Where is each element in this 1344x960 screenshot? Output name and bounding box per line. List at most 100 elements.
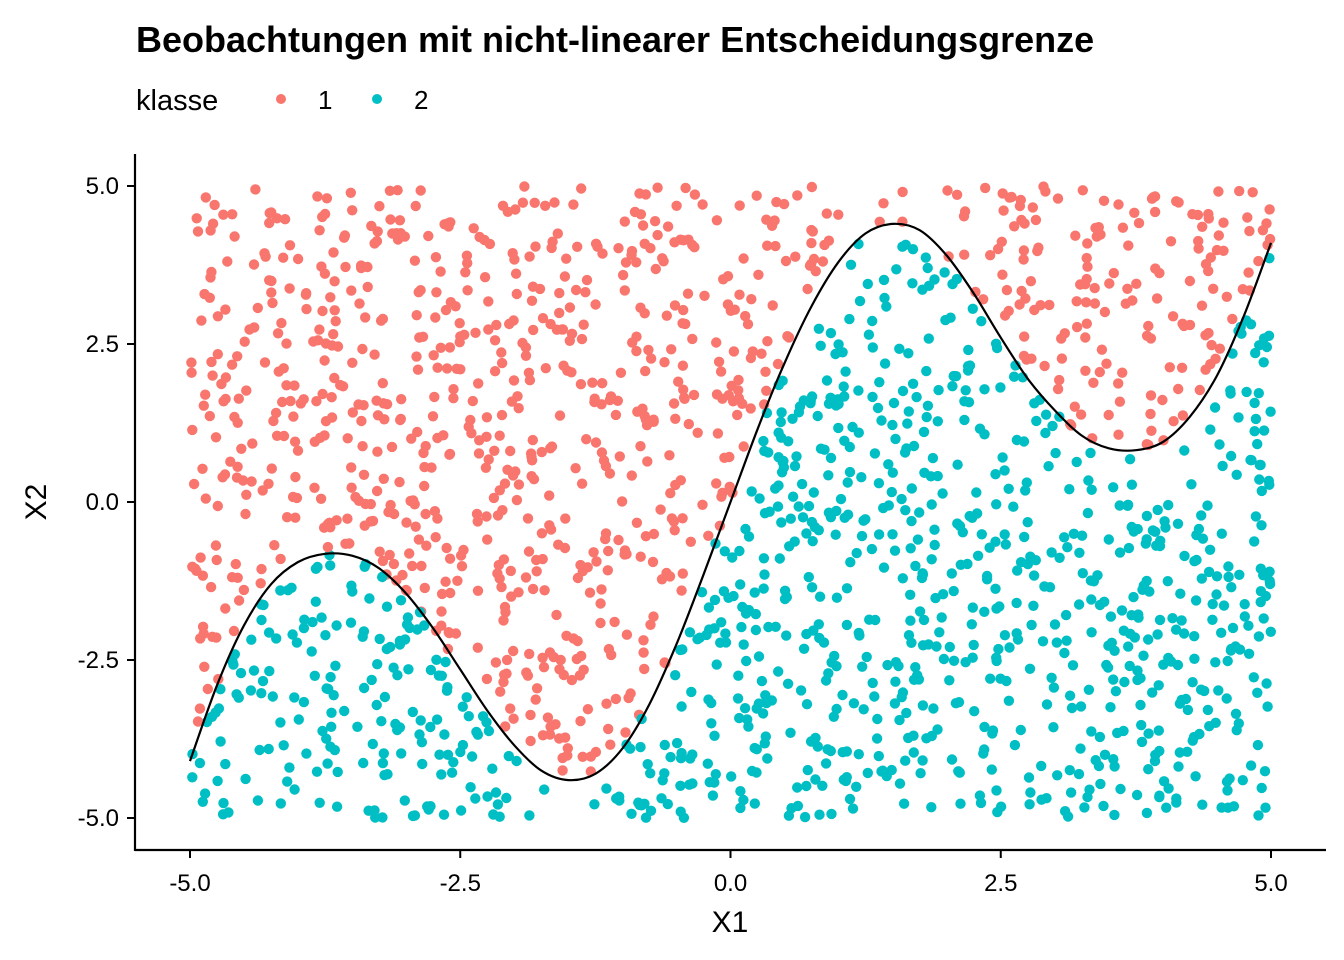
point-class-1 — [222, 256, 233, 267]
point-class-2 — [967, 602, 978, 613]
point-class-1 — [278, 363, 289, 374]
point-class-2 — [873, 529, 885, 540]
point-class-2 — [1239, 611, 1251, 622]
point-class-2 — [1126, 610, 1137, 621]
point-class-2 — [915, 768, 926, 779]
point-class-2 — [378, 748, 389, 759]
point-class-1 — [384, 549, 395, 561]
point-class-2 — [734, 545, 745, 557]
point-class-2 — [1176, 615, 1187, 626]
point-class-1 — [560, 732, 571, 743]
point-class-2 — [1224, 773, 1235, 784]
point-class-2 — [881, 301, 892, 312]
point-class-2 — [848, 698, 860, 709]
point-class-2 — [819, 444, 830, 455]
point-class-1 — [210, 540, 222, 551]
point-class-1 — [539, 585, 550, 596]
point-class-1 — [1192, 209, 1204, 221]
point-class-1 — [278, 252, 289, 263]
point-class-1 — [669, 525, 680, 536]
point-class-1 — [680, 182, 691, 194]
point-class-2 — [1249, 426, 1260, 437]
point-class-2 — [1214, 439, 1225, 450]
point-class-2 — [1243, 620, 1254, 631]
point-class-1 — [703, 530, 714, 541]
point-class-2 — [944, 641, 955, 653]
point-class-2 — [331, 620, 342, 631]
point-class-1 — [186, 357, 197, 368]
point-class-2 — [425, 721, 436, 733]
point-class-2 — [1004, 642, 1015, 653]
point-class-2 — [213, 703, 225, 714]
point-class-1 — [353, 399, 364, 410]
point-class-1 — [1214, 343, 1226, 354]
point-class-2 — [776, 407, 787, 418]
point-class-1 — [218, 396, 229, 407]
point-class-2 — [1202, 500, 1213, 511]
point-class-2 — [1258, 357, 1269, 368]
point-class-1 — [314, 225, 325, 236]
point-class-2 — [763, 621, 774, 633]
point-class-2 — [1115, 783, 1126, 795]
point-class-2 — [995, 801, 1007, 812]
point-class-2 — [671, 737, 683, 749]
point-class-1 — [230, 558, 241, 570]
point-class-1 — [1082, 238, 1093, 249]
point-class-2 — [890, 433, 901, 445]
point-class-1 — [226, 572, 238, 583]
point-class-2 — [825, 745, 836, 757]
point-class-1 — [419, 582, 430, 594]
point-class-1 — [970, 286, 981, 298]
point-class-2 — [1234, 569, 1245, 580]
point-class-2 — [670, 670, 681, 681]
point-class-1 — [1099, 306, 1111, 318]
point-class-2 — [1138, 650, 1149, 661]
point-class-2 — [1205, 424, 1216, 435]
point-class-1 — [496, 357, 508, 369]
point-class-2 — [665, 751, 676, 763]
point-class-1 — [312, 191, 323, 202]
point-class-2 — [919, 467, 930, 478]
point-class-1 — [462, 285, 473, 296]
point-class-2 — [601, 783, 612, 794]
point-class-1 — [1218, 245, 1229, 256]
point-class-2 — [844, 441, 855, 453]
point-class-1 — [549, 197, 560, 208]
point-class-2 — [1030, 555, 1042, 566]
point-class-1 — [631, 517, 643, 528]
point-class-1 — [683, 418, 694, 430]
point-class-1 — [311, 396, 322, 407]
point-class-2 — [1026, 619, 1037, 631]
point-class-2 — [1163, 652, 1174, 664]
point-class-2 — [1052, 770, 1063, 781]
point-class-2 — [991, 785, 1002, 796]
point-class-1 — [578, 664, 589, 675]
point-class-1 — [354, 298, 365, 309]
point-class-2 — [999, 465, 1010, 476]
point-class-1 — [1193, 235, 1204, 247]
point-class-1 — [823, 235, 835, 246]
point-class-1 — [275, 553, 286, 565]
point-class-1 — [371, 485, 383, 497]
point-class-1 — [381, 399, 393, 410]
point-class-2 — [431, 654, 442, 665]
point-class-2 — [776, 517, 787, 528]
point-class-1 — [507, 248, 518, 259]
point-class-1 — [513, 587, 524, 598]
point-class-1 — [529, 197, 540, 208]
point-class-1 — [1151, 293, 1163, 304]
point-class-2 — [1187, 735, 1198, 746]
point-class-2 — [933, 384, 944, 396]
point-class-1 — [444, 448, 456, 460]
point-class-2 — [1095, 778, 1106, 790]
point-class-1 — [284, 283, 295, 294]
point-class-1 — [616, 496, 628, 507]
y-tick-label: 5.0 — [86, 173, 119, 200]
point-class-2 — [254, 744, 265, 756]
point-class-2 — [886, 486, 897, 498]
point-class-1 — [356, 415, 367, 427]
point-class-1 — [1117, 222, 1129, 233]
point-class-1 — [229, 231, 240, 242]
point-class-2 — [758, 583, 769, 594]
point-class-1 — [257, 485, 268, 496]
